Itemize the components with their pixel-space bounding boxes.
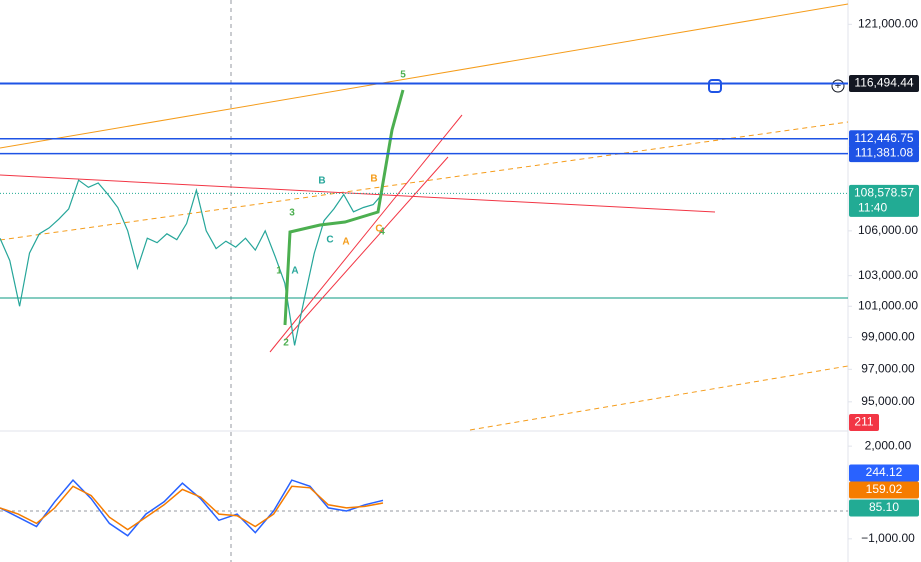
volume-tag <box>849 414 879 431</box>
y-tick-label: 95,000.00 <box>861 394 915 408</box>
plot <box>0 179 384 537</box>
price-tag-label: 159.02 <box>866 482 903 496</box>
wave-label: C <box>375 224 382 235</box>
wave-label: B <box>318 176 325 187</box>
price-tag-label: 108,578.57 <box>854 186 914 200</box>
price-tag-label: 85.10 <box>869 500 899 514</box>
wave-label: A <box>291 266 298 277</box>
y-tick-label: 101,000.00 <box>858 298 918 312</box>
channel-line <box>284 156 449 341</box>
series-line <box>0 179 384 346</box>
price-tag-label: 112,446.75 <box>854 131 913 145</box>
price-tag <box>849 145 919 163</box>
wave-label: B <box>370 174 377 185</box>
wave-label: 4 <box>379 227 385 238</box>
y-tick-label: 2,000.00 <box>865 438 912 452</box>
y-tick-label: 106,000.00 <box>858 223 918 237</box>
wave-label: 3 <box>289 208 295 219</box>
y-tick-label: 121,000.00 <box>858 16 918 30</box>
plus-icon[interactable]: + <box>835 80 841 92</box>
price-tag-label: 111,381.08 <box>855 146 914 160</box>
y-tick-label: −1,000.00 <box>861 531 915 545</box>
series-line <box>0 478 384 537</box>
trend-line <box>469 365 849 431</box>
wave-label: C <box>326 235 333 246</box>
price-tag-label: 244.12 <box>866 465 903 479</box>
price-tag <box>849 499 919 517</box>
countdown: 11:40 <box>858 201 887 215</box>
y-tick-label: 97,000.00 <box>861 361 915 375</box>
y-tick-label: 99,000.00 <box>861 330 915 344</box>
trend-line <box>0 121 849 241</box>
wave-label: A <box>342 237 349 248</box>
price-tag <box>849 184 919 217</box>
line-handle[interactable] <box>708 79 722 93</box>
price-tag <box>849 130 919 148</box>
wave-label: 1 <box>276 266 282 277</box>
trend-line <box>0 3 849 149</box>
price-tag-label: 116,494.44 <box>854 76 913 90</box>
volume-tag-label: 211 <box>854 415 873 429</box>
price-tag <box>849 464 919 482</box>
wave-label: 2 <box>283 338 289 349</box>
series-line <box>0 485 384 531</box>
price-tag <box>849 75 919 93</box>
y-tick-label: 103,000.00 <box>858 268 918 282</box>
price-tag <box>849 481 919 499</box>
channel-line <box>269 114 463 353</box>
wave-label: 5 <box>400 70 406 81</box>
wave-path <box>283 89 405 326</box>
